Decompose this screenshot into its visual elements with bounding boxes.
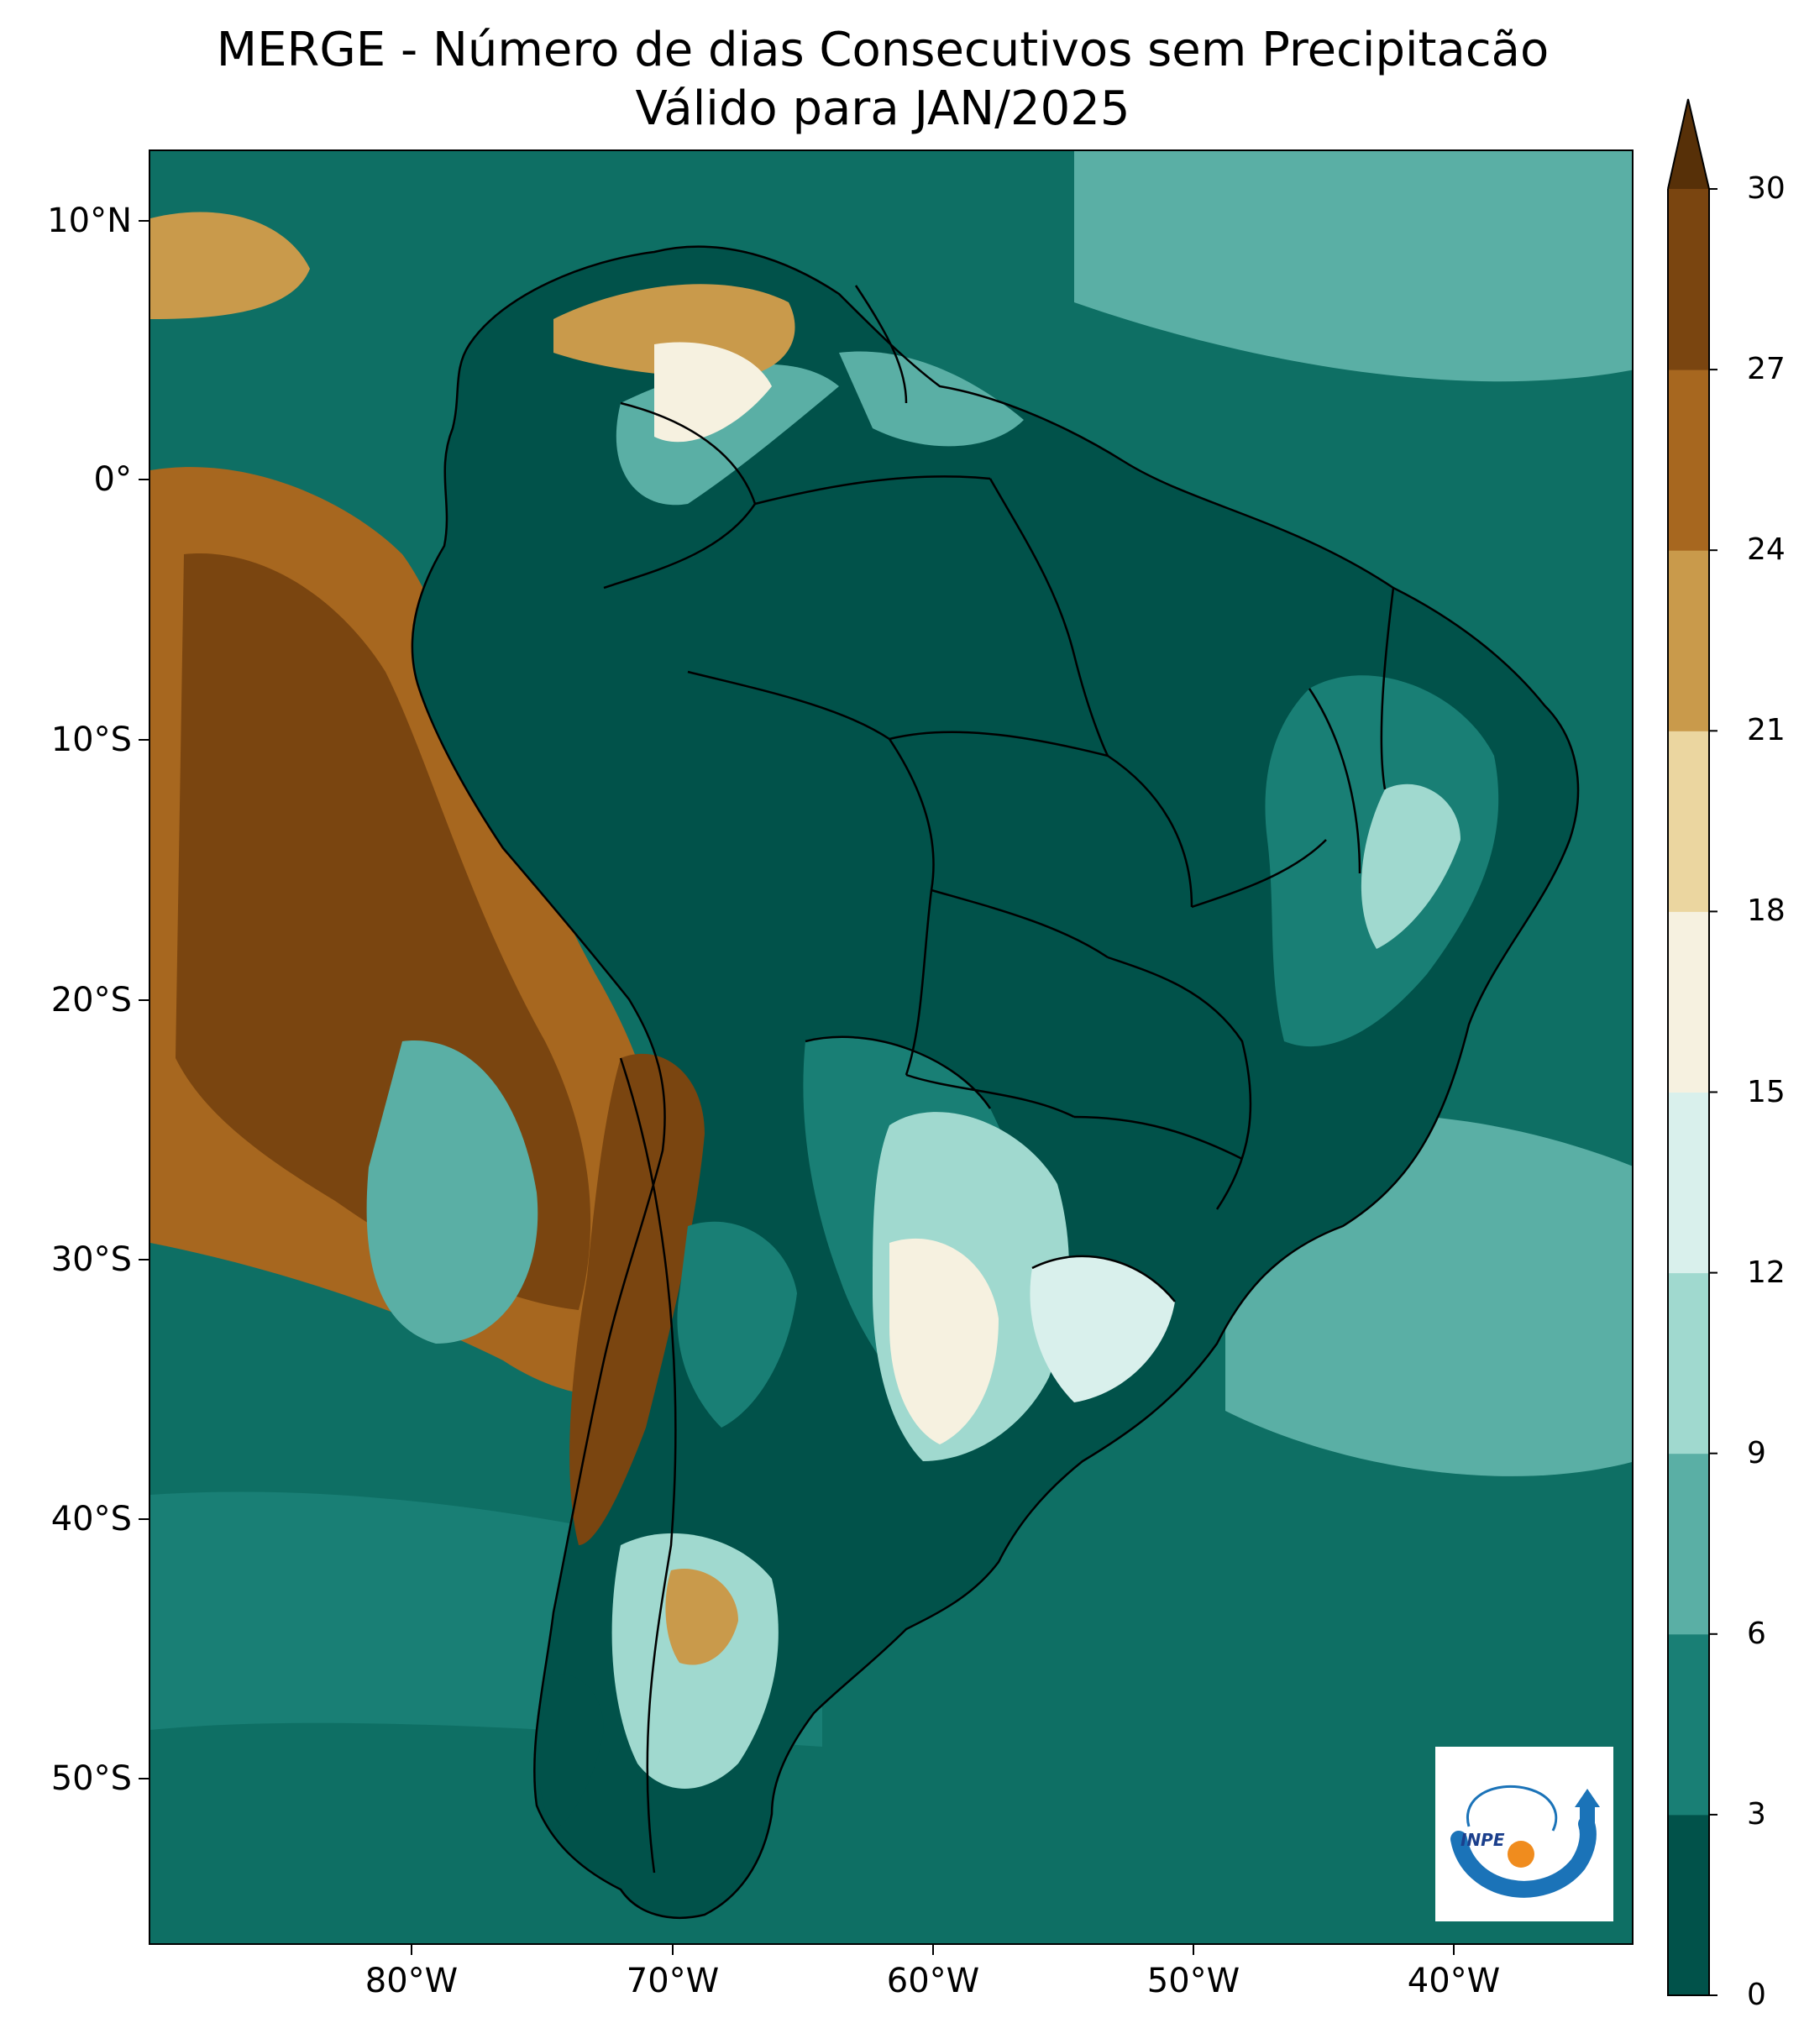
colorbar-segment — [1668, 1633, 1709, 1816]
atacama-dry-strip — [569, 1053, 705, 1545]
lon-label: 50°W — [1146, 1962, 1240, 2000]
colorbar-outline — [1667, 98, 1710, 1996]
uruguay-light — [1030, 1255, 1175, 1402]
lon-tick — [1193, 1945, 1194, 1955]
colorbar-tick-label: 18 — [1747, 894, 1786, 929]
colorbar-tick-label: 15 — [1747, 1074, 1786, 1109]
map-panel — [149, 149, 1634, 1945]
lat-tick — [139, 1518, 149, 1520]
lon-label: 80°W — [364, 1962, 459, 2000]
precipitation-map — [150, 151, 1632, 1943]
lat-tick — [139, 1778, 149, 1779]
lon-tick — [932, 1945, 934, 1955]
colorbar-tick-label: 24 — [1747, 532, 1786, 568]
lat-label: 10°S — [50, 721, 132, 759]
colorbar-segment — [1668, 1272, 1709, 1454]
caribbean-dry-patch — [150, 212, 310, 319]
lat-tick — [139, 739, 149, 741]
colorbar-tick-label: 3 — [1747, 1796, 1766, 1832]
lat-tick — [139, 220, 149, 222]
map-title: MERGE - Número de dias Consecutivos sem … — [216, 23, 1550, 77]
andes-south-green — [677, 1221, 797, 1428]
colorbar-tick-label: 0 — [1747, 1978, 1766, 2012]
colorbar-tick-label: 9 — [1747, 1435, 1766, 1470]
colorbar-segment — [1668, 1092, 1709, 1274]
inpe-logo-graphic: INPE — [1450, 1785, 1600, 1898]
country-borders — [411, 245, 1580, 1919]
colorbar-tick-label: 30 — [1747, 171, 1786, 206]
colombia-dry-streak — [654, 342, 772, 443]
patagonia-dry-patch — [665, 1569, 738, 1665]
lat-label: 0° — [93, 460, 132, 499]
colorbar-segment — [1668, 1453, 1709, 1635]
south-america-landmass — [412, 246, 1579, 1918]
lat-label: 10°N — [47, 202, 132, 240]
map-subtitle: Válido para JAN/2025 — [635, 81, 1130, 136]
lon-label: 60°W — [886, 1962, 980, 2000]
guianas-wet — [839, 351, 1024, 447]
lat-tick — [139, 999, 149, 1001]
pampas-dry — [889, 1238, 999, 1444]
colorbar-tick-label: 6 — [1747, 1616, 1766, 1651]
colorbar-segment — [1668, 189, 1709, 370]
colorbar-tick-label: 12 — [1747, 1255, 1786, 1290]
lat-label: 50°S — [50, 1759, 132, 1798]
colorbar-tick-label: 27 — [1747, 352, 1786, 387]
lon-tick — [411, 1945, 412, 1955]
southern-chile — [536, 1674, 604, 1831]
colorbar-segment — [1668, 1814, 1709, 1996]
inpe-logo-text: INPE — [1461, 1830, 1505, 1850]
lat-label: 40°S — [50, 1500, 132, 1538]
lat-tick — [139, 1259, 149, 1260]
lat-tick — [139, 479, 149, 480]
lon-tick — [1453, 1945, 1455, 1955]
colorbar-segment — [1668, 369, 1709, 551]
lat-label: 20°S — [50, 981, 132, 1019]
atlantic-north-band — [1074, 151, 1632, 382]
bahia-light-patch — [1361, 784, 1461, 949]
lon-label: 40°W — [1407, 1962, 1501, 2000]
colorbar-segment — [1668, 731, 1709, 912]
colorbar-tick-label: 21 — [1747, 713, 1786, 748]
lat-label: 30°S — [50, 1240, 132, 1279]
colorbar-segment — [1668, 911, 1709, 1093]
pacific-wet-patch — [366, 1040, 538, 1344]
lon-tick — [672, 1945, 674, 1955]
colorbar-segment — [1668, 550, 1709, 731]
inpe-logo: INPE — [1435, 1747, 1613, 1921]
lon-label: 70°W — [626, 1962, 720, 2000]
